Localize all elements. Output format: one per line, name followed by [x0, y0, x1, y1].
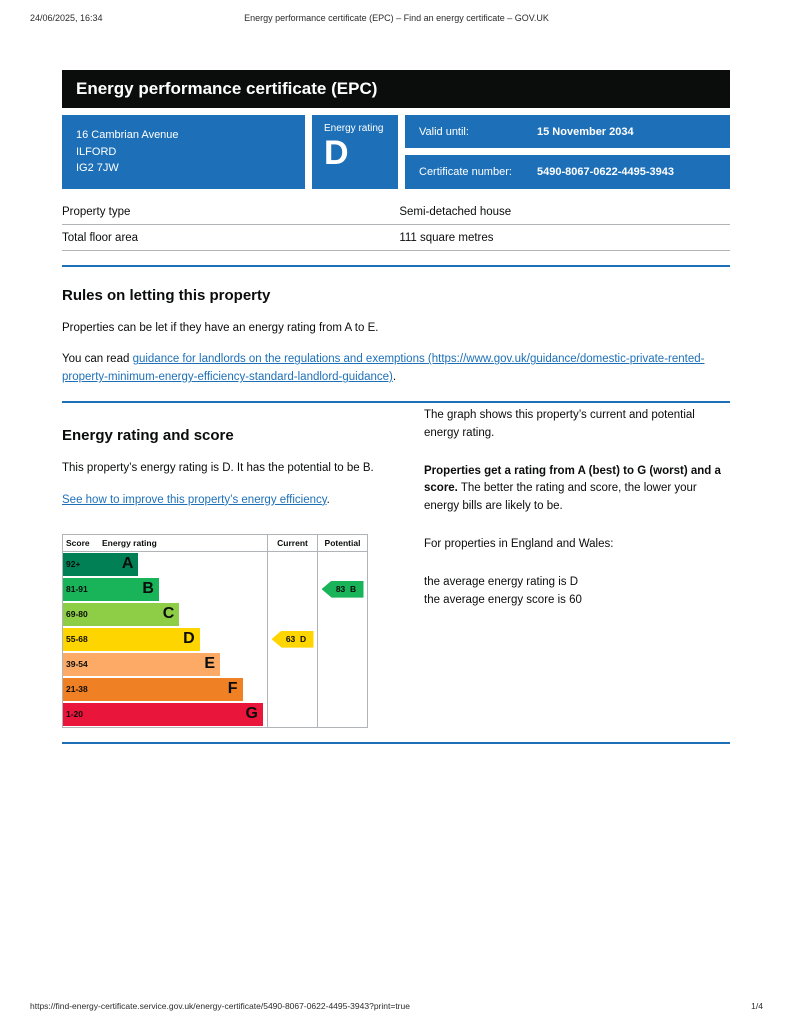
band-d-letter: D	[183, 630, 195, 648]
landlord-guidance-link[interactable]: guidance for landlords on the regulation…	[62, 353, 705, 384]
print-footer: https://find-energy-certificate.service.…	[30, 1001, 763, 1011]
band-a-letter: A	[121, 555, 134, 573]
total-floor-area-label: Total floor area	[62, 231, 139, 244]
valid-until-box: Valid until: 15 November 2034	[405, 115, 730, 149]
address-line-1: 16 Cambrian Avenue	[76, 129, 179, 141]
energy-rating-letter: D	[324, 134, 349, 172]
rules-paragraph-2-prefix: You can read	[62, 353, 133, 366]
rating-section-right: The graph shows this property’s current …	[424, 407, 730, 728]
property-type-value: Semi-detached house	[399, 205, 512, 218]
chart-row-d: 55-68 D 63 D	[63, 626, 367, 652]
address-line-2: ILFORD	[76, 145, 117, 158]
rules-paragraph-2-suffix: .	[392, 371, 397, 384]
table-row: Total floor area 111 square metres	[62, 225, 730, 251]
rating-paragraph: This property’s energy rating is D. It h…	[62, 461, 374, 474]
band-d: 55-68 D	[63, 627, 200, 651]
chart-row-g: 1-20 G	[63, 701, 367, 727]
rating-section: Energy rating and score This property’s …	[62, 407, 730, 728]
band-f-letter: F	[227, 680, 238, 698]
band-g-letter: G	[245, 705, 258, 723]
chart-header-current: Current	[267, 534, 317, 551]
band-f-score: 21-38	[66, 684, 88, 695]
print-page-indicator: 1/4	[751, 1001, 763, 1011]
band-c-score: 69-80	[66, 609, 88, 620]
valid-until-value: 15 November 2034	[537, 125, 634, 138]
band-g: 1-20 G	[63, 702, 263, 726]
band-e: 39-54 E	[63, 652, 221, 676]
average-rating-line: the average energy rating is D	[424, 575, 579, 588]
print-footer-url: https://find-energy-certificate.service.…	[30, 1001, 410, 1011]
print-doc-title: Energy performance certificate (EPC) – F…	[244, 13, 549, 23]
summary-boxes: 16 Cambrian Avenue ILFORD IG2 7JW Energy…	[62, 115, 730, 189]
average-score-line: the average energy score is 60	[424, 593, 582, 606]
improve-paragraph-suffix: .	[326, 493, 330, 506]
chart-row-c: 69-80 C	[63, 601, 367, 627]
section-divider	[62, 400, 730, 403]
print-datetime: 24/06/2025, 16:34	[30, 13, 103, 23]
property-type-label: Property type	[62, 205, 131, 218]
potential-rating-marker: 83 B	[321, 580, 364, 598]
certificate-content: Energy performance certificate (EPC) 16 …	[62, 70, 730, 744]
chart-header-rating: Energy rating	[102, 537, 157, 548]
graph-description: The graph shows this property’s current …	[424, 408, 695, 439]
epc-rating-chart: Score Energy rating Current Potential 92…	[62, 533, 368, 728]
rating-heading: Energy rating and score	[62, 426, 234, 444]
band-e-score: 39-54	[66, 659, 88, 670]
current-rating-marker: 63 D	[271, 630, 314, 648]
chart-header: Score Energy rating Current Potential	[63, 534, 367, 552]
band-b: 81-91 B	[63, 577, 159, 601]
band-f: 21-38 F	[63, 677, 243, 701]
section-divider	[62, 264, 730, 267]
rating-section-left: Energy rating and score This property’s …	[62, 407, 400, 728]
band-c-letter: C	[162, 605, 175, 623]
chart-row-b: 81-91 B 83 B	[63, 576, 367, 602]
band-a: 92+ A	[63, 552, 139, 576]
validity-boxes: Valid until: 15 November 2034 Certificat…	[405, 115, 730, 189]
certificate-number-value: 5490-8067-0622-4495-3943	[537, 165, 675, 178]
band-b-score: 81-91	[66, 584, 88, 595]
band-c: 69-80 C	[63, 602, 180, 626]
band-a-score: 92+	[66, 559, 81, 570]
epc-banner-title: Energy performance certificate (EPC)	[62, 70, 730, 108]
band-g-score: 1-20	[66, 709, 84, 720]
property-details-table: Property type Semi-detached house Total …	[62, 199, 730, 251]
england-wales-intro: For properties in England and Wales:	[424, 538, 614, 550]
chart-row-f: 21-38 F	[63, 676, 367, 702]
energy-rating-label: Energy rating	[324, 123, 384, 134]
rules-paragraph-1: Properties can be let if they have an en…	[62, 321, 379, 334]
band-b-letter: B	[142, 580, 154, 598]
chart-header-potential: Potential	[317, 534, 367, 551]
chart-row-e: 39-54 E	[63, 651, 367, 677]
rules-paragraph-2: You can read guidance for landlords on t…	[62, 351, 730, 387]
certificate-number-box: Certificate number: 5490-8067-0622-4495-…	[405, 155, 730, 189]
table-row: Property type Semi-detached house	[62, 199, 730, 225]
address-line-3: IG2 7JW	[76, 162, 119, 174]
print-header: 24/06/2025, 16:34 Energy performance cer…	[30, 13, 763, 23]
band-d-score: 55-68	[66, 634, 88, 645]
chart-row-a: 92+ A	[63, 551, 367, 577]
average-stats: the average energy rating is D the avera…	[424, 574, 730, 610]
rating-explanation-bold: Properties get a rating from A (best) to…	[424, 464, 721, 495]
property-address-box: 16 Cambrian Avenue ILFORD IG2 7JW	[62, 115, 305, 189]
certificate-number-label: Certificate number:	[419, 165, 512, 178]
band-e-letter: E	[204, 655, 216, 673]
total-floor-area-value: 111 square metres	[399, 231, 494, 244]
improve-paragraph: See how to improve this property’s energ…	[62, 492, 400, 510]
section-divider	[62, 741, 730, 744]
chart-header-score: Score	[66, 537, 90, 548]
rating-explanation: Properties get a rating from A (best) to…	[424, 463, 730, 516]
energy-rating-box: Energy rating D	[312, 115, 398, 189]
rating-explanation-rest: The better the rating and score, the low…	[424, 482, 697, 513]
improve-efficiency-link[interactable]: See how to improve this property’s energ…	[62, 493, 327, 506]
rules-heading: Rules on letting this property	[62, 286, 271, 304]
valid-until-label: Valid until:	[419, 125, 469, 138]
